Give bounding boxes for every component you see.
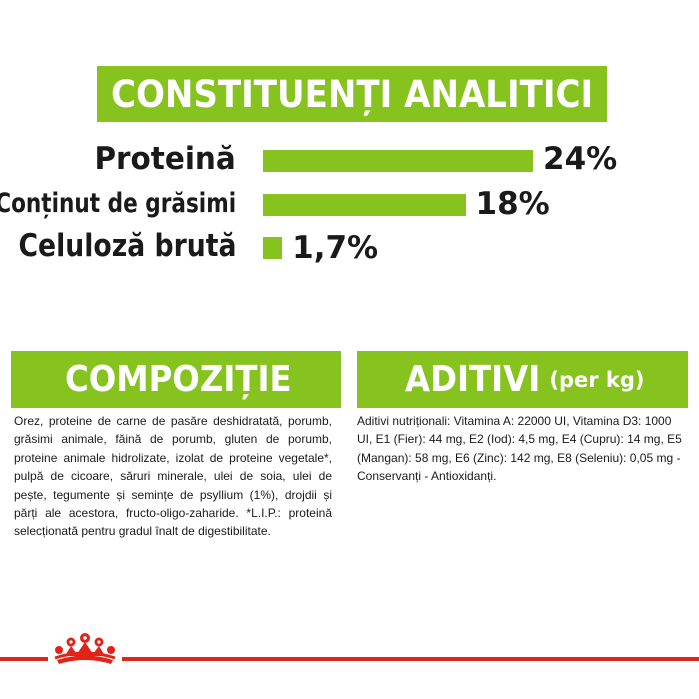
- fat-content-label: Conținut de grăsimi: [0, 188, 236, 219]
- crude-fiber-bar: [263, 237, 283, 259]
- protein-value: 24%: [543, 141, 618, 177]
- fat-content-bar: [263, 194, 466, 216]
- additives-header: ADITIVI (per kg): [357, 351, 688, 408]
- crude-fiber-label: Celuloză brută: [18, 228, 236, 264]
- composition-header: COMPOZIȚIE: [11, 351, 341, 408]
- crude-fiber-value: 1,7%: [292, 230, 379, 266]
- footer-line-left: [0, 657, 48, 661]
- fat-content-value: 18%: [475, 186, 550, 222]
- analytic-constituents-banner: CONSTITUENȚI ANALITICI: [97, 66, 607, 122]
- protein-label: Proteină: [94, 141, 236, 177]
- royal-canin-crown-icon: [54, 633, 116, 664]
- additives-text: Aditivi nutriționali: Vitamina A: 22000 …: [357, 414, 682, 484]
- composition-title: COMPOZIȚIE: [65, 359, 292, 400]
- analytic-constituents-title: CONSTITUENȚI ANALITICI: [110, 72, 594, 116]
- footer-line-right: [122, 657, 699, 661]
- composition-text: Orez, proteine de carne de pasăre deshid…: [14, 414, 332, 539]
- additives-subtitle: (per kg): [549, 367, 645, 392]
- protein-bar: [263, 150, 533, 172]
- additives-title: ADITIVI: [405, 359, 541, 400]
